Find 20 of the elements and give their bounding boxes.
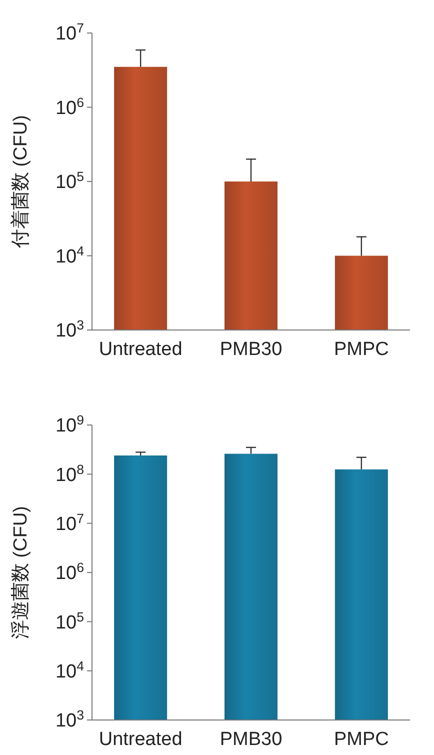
y-tick-label: 10$^{3}$ [55,707,84,732]
x-tick-label: PMB30 [220,339,282,360]
y-tick-label: 10$^{4}$ [55,242,84,268]
y-tick-label: 10$^{5}$ [55,608,84,634]
y-tick-label: 10$^{9}$ [55,412,84,437]
y-tick-label: 10$^{3}$ [55,317,84,342]
y-tick-label: 10$^{6}$ [55,94,84,119]
y-tick-label: 10$^{8}$ [55,461,84,486]
x-tick-label: PMPC [334,729,389,750]
y-tick-label: 10$^{7}$ [55,510,84,535]
y-axis-title: 浮遊菌数 (CFU) [10,506,32,639]
x-tick-label: Untreated [98,729,182,750]
x-tick-label: PMB30 [220,729,282,750]
x-tick-label: Untreated [98,339,182,360]
y-tick-label: 10$^{4}$ [55,658,84,682]
y-tick-label: 10$^{7}$ [55,20,84,45]
y-axis-title: 付着菌数 (CFU) [10,115,32,249]
y-tick-label: 10$^{5}$ [55,168,84,194]
x-tick-label: PMPC [334,339,389,360]
y-tick-label: 10$^{6}$ [55,560,84,584]
